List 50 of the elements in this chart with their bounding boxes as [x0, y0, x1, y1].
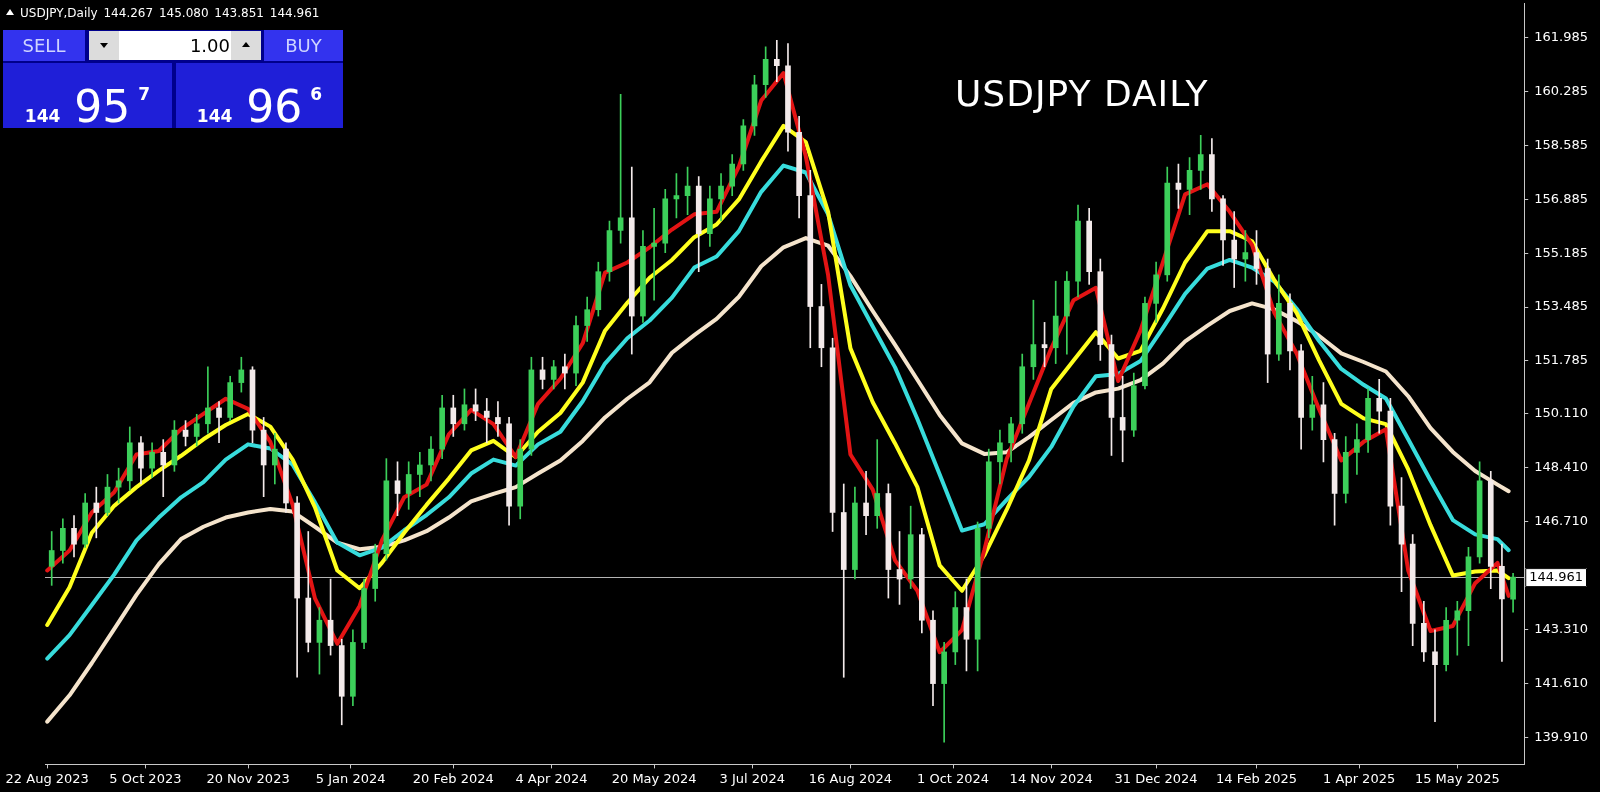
annotation: 144 95$^{7}$	[24, 81, 151, 132]
y-tick-label: 150.110	[1534, 405, 1589, 421]
candlestick	[495, 401, 501, 437]
y-tick-label: 139.910	[1534, 728, 1589, 744]
candlestick	[160, 439, 167, 497]
x-tick-label: 20 Nov 2023	[206, 770, 290, 786]
candlestick	[562, 353, 568, 390]
y-tick-label: 158.585	[1534, 136, 1589, 152]
x-tick-label: 14 Nov 2024	[1009, 770, 1093, 786]
x-tick-label: 5 Oct 2023	[109, 770, 182, 786]
x-tick-label: 16 Aug 2024	[808, 770, 893, 786]
y-tick-label: 155.185	[1534, 244, 1589, 260]
candlestick	[863, 470, 869, 536]
x-tick-label: 1 Apr 2025	[1323, 770, 1396, 786]
candlestick	[651, 207, 657, 301]
annotation: 144 96$^{6}$	[196, 81, 323, 132]
y-tick-label: 148.410	[1534, 459, 1589, 475]
text: USDJPY DAILY	[955, 73, 1209, 114]
ref-line-label: 144.961	[1529, 568, 1584, 584]
x-tick-label: 4 Apr 2024	[515, 770, 588, 786]
y-tick-label: 160.285	[1534, 82, 1589, 98]
y-tick-label: 161.985	[1534, 29, 1589, 45]
x-tick-label: 31 Dec 2024	[1114, 770, 1198, 786]
candlestick	[874, 439, 881, 529]
candlestick	[216, 401, 222, 444]
y-tick-label: 156.885	[1534, 190, 1589, 206]
candlestick	[1376, 379, 1383, 434]
y-tick-label: 141.610	[1534, 674, 1589, 690]
y-tick-label: 153.485	[1534, 298, 1589, 314]
candlestick	[1231, 211, 1238, 288]
x-tick-label: 3 Jul 2024	[719, 770, 785, 786]
candlestick	[205, 366, 211, 434]
chart-subtitle: USDJPY,Daily 144.267 145.080 143.851 144.961	[20, 6, 320, 21]
x-tick-label: 5 Jan 2024	[315, 770, 386, 786]
annotation: 1.00	[188, 34, 230, 58]
y-tick-label: 143.310	[1534, 620, 1589, 636]
x-tick-label: 1 Oct 2024	[917, 770, 990, 786]
x-tick-label: 20 Feb 2024	[412, 770, 494, 786]
y-tick-label: 151.785	[1534, 352, 1589, 368]
candlestick	[1454, 600, 1461, 656]
candlestick	[93, 486, 100, 539]
candlestick	[1432, 629, 1438, 722]
candlestick	[483, 398, 490, 444]
x-tick-label: 20 May 2024	[611, 770, 697, 786]
x-tick-label: 14 Feb 2025	[1216, 770, 1297, 786]
candlestick	[773, 40, 780, 82]
x-tick-label: 22 Aug 2023	[5, 770, 89, 786]
y-tick-label: 146.710	[1534, 513, 1589, 529]
x-tick-label: 15 May 2025	[1414, 770, 1500, 786]
candlestick	[417, 451, 423, 497]
